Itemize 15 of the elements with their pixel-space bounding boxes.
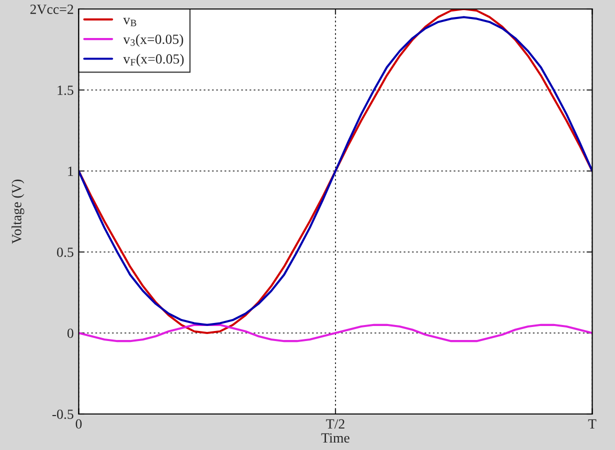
y-tick-label: 1	[68, 166, 74, 176]
x-tick-label: T/2	[326, 419, 344, 429]
legend-label: v$_{B}$	[123, 18, 136, 26]
line-series	[78, 324, 592, 342]
y-tick-label: -0.5	[52, 410, 74, 420]
y-tick-label: 2Vcc=2	[30, 4, 74, 14]
y-axis-title: Voltage (V)	[12, 180, 24, 244]
y-tick-label: 1.5	[58, 86, 74, 96]
legend-label: v$_{3}$(x=0.05)	[123, 34, 184, 47]
y-tick-label: 0.5	[57, 248, 74, 258]
legend-label: v$_{F}$(x=0.05)	[123, 54, 184, 66]
x-tick-label: T	[588, 419, 596, 428]
y-tick-label: 0	[67, 328, 74, 338]
x-axis-title: Time	[321, 433, 350, 443]
x-tick-label: 0	[76, 419, 82, 429]
